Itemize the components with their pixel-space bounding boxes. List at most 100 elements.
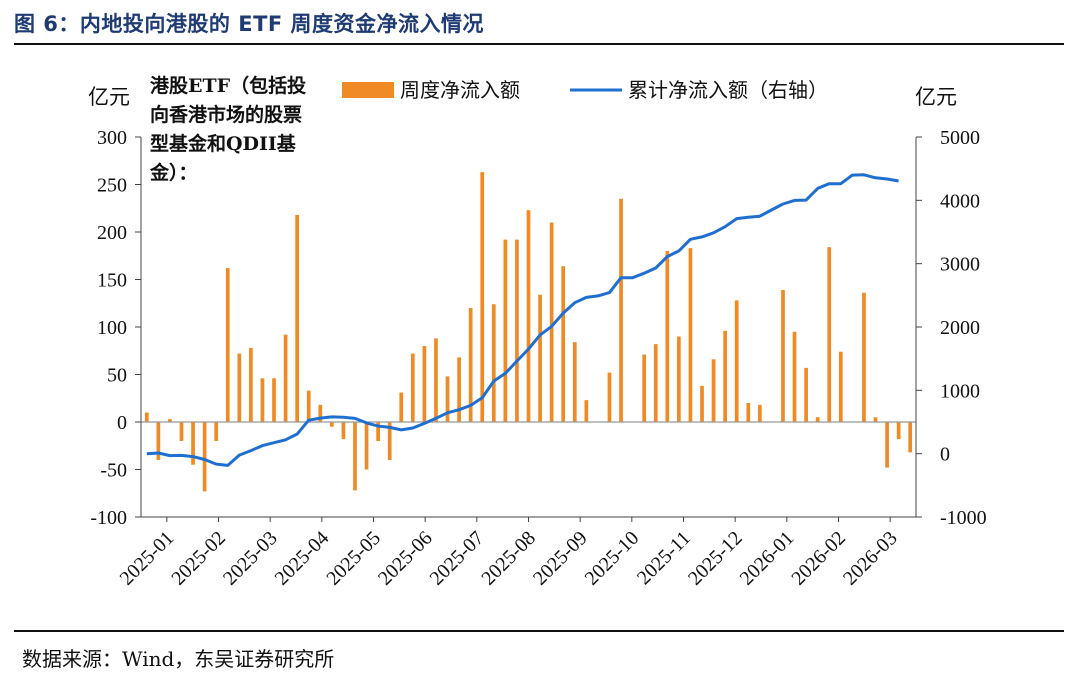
left-tick-label: 50 [107, 365, 127, 387]
right-tick-label: 2000 [940, 317, 980, 339]
weekly-inflow-bar [457, 357, 461, 422]
x-tick-label: 2025-04 [271, 527, 334, 590]
top-rule [14, 43, 1064, 45]
weekly-inflow-bar [422, 346, 427, 422]
weekly-inflow-bar [908, 422, 913, 453]
weekly-inflow-bar [526, 210, 531, 422]
legend-line-label: 累计净流入额（右轴） [628, 79, 828, 102]
x-tick-label: 2025-08 [477, 527, 540, 590]
weekly-inflow-bar [272, 378, 276, 422]
weekly-inflow-bar [885, 422, 889, 468]
legend: 周度净流入额 累计净流入额（右轴） [342, 79, 828, 102]
weekly-inflow-bar [757, 404, 762, 422]
chart-title: 图 6：内地投向港股的 ETF 周度资金净流入情况 [14, 12, 485, 36]
annotation-note: 港股ETF（包括投向香港市场的股票型基金和QDII基金）： [150, 75, 307, 184]
weekly-inflow-bar [746, 403, 751, 422]
x-tick-label: 2025-12 [684, 527, 747, 590]
x-tick-label: 2026-01 [736, 527, 799, 590]
weekly-inflow-bar [815, 417, 820, 422]
x-tick-label: 2026-03 [839, 527, 902, 590]
weekly-inflow-bar [549, 222, 554, 422]
weekly-inflow-bar [607, 372, 612, 422]
weekly-inflow-bar [619, 198, 623, 422]
weekly-inflow-bar [827, 247, 832, 422]
weekly-inflow-bar [491, 304, 496, 422]
weekly-inflow-bar [295, 214, 300, 422]
weekly-inflow-bar [434, 338, 438, 422]
x-tick-label: 2025-02 [167, 527, 230, 590]
bottom-rule [14, 630, 1064, 632]
weekly-inflow-bar [156, 422, 161, 460]
weekly-inflow-bar [804, 367, 808, 422]
weekly-inflow-bar [144, 412, 149, 422]
weekly-inflow-bar [168, 419, 172, 422]
x-tick-label: 2025-03 [219, 527, 282, 590]
weekly-inflow-bar [225, 268, 230, 422]
weekly-inflow-bar [249, 347, 253, 422]
weekly-inflow-bar [306, 390, 311, 422]
legend-bar-swatch [342, 82, 394, 98]
weekly-inflow-bar [515, 239, 519, 422]
right-tick-label: -1000 [940, 507, 987, 529]
weekly-inflow-bar [318, 404, 323, 422]
weekly-inflow-bar [862, 292, 866, 422]
weekly-inflow-bar [202, 422, 207, 492]
weekly-inflow-bar [468, 308, 473, 422]
weekly-inflow-bar [410, 353, 415, 422]
weekly-inflow-bar [688, 248, 693, 422]
legend-bar-label: 周度净流入额 [400, 79, 520, 102]
weekly-inflow-bar [387, 422, 392, 460]
weekly-inflow-bar [283, 334, 288, 422]
weekly-inflow-bar [561, 266, 566, 422]
left-tick-label: 200 [97, 222, 127, 244]
weekly-inflow-bar [237, 353, 242, 422]
x-tick-label: 2025-01 [116, 527, 179, 590]
weekly-inflow-bar [700, 385, 704, 422]
cumulative-inflow-line [146, 173, 899, 467]
weekly-inflow-bar [711, 359, 716, 422]
weekly-inflow-bar [723, 330, 727, 422]
weekly-inflow-bar [376, 422, 380, 441]
weekly-inflow-bar [734, 300, 739, 422]
weekly-inflow-bar [191, 422, 195, 465]
weekly-inflow-bar [399, 392, 404, 422]
weekly-inflow-bar [665, 251, 670, 422]
x-tick-label: 2025-07 [426, 527, 489, 590]
left-tick-label: 300 [97, 127, 127, 149]
left-tick-label: 100 [97, 317, 127, 339]
left-tick-label: 150 [97, 270, 127, 292]
right-tick-label: 1000 [940, 380, 980, 402]
weekly-inflow-bar [584, 400, 589, 422]
left-tick-label: -100 [90, 507, 127, 529]
right-tick-label: 4000 [940, 190, 980, 212]
weekly-inflow-bar [653, 344, 658, 422]
weekly-inflow-bar [214, 422, 219, 441]
weekly-inflow-bar [781, 289, 785, 422]
weekly-inflow-bar [873, 417, 878, 422]
right-tick-label: 5000 [940, 127, 980, 149]
right-axis-unit: 亿元 [915, 85, 957, 109]
right-tick-label: 3000 [940, 254, 980, 276]
weekly-inflow-bar [364, 422, 369, 470]
weekly-inflow-bar [677, 336, 681, 422]
weekly-inflow-bar [480, 172, 485, 422]
left-axis-unit: 亿元 [88, 85, 130, 109]
x-tick-label: 2026-02 [787, 527, 850, 590]
weekly-inflow-bar [330, 422, 334, 427]
weekly-inflow-bar [179, 422, 184, 441]
weekly-inflow-bar [896, 422, 901, 440]
x-tick-label: 2025-06 [374, 527, 437, 590]
weekly-inflow-bar [572, 342, 577, 422]
left-tick-label: 250 [97, 175, 127, 197]
weekly-inflow-bar [260, 378, 265, 422]
weekly-inflow-bar [792, 331, 797, 422]
left-tick-label: 0 [117, 412, 127, 434]
weekly-inflow-bar [838, 351, 843, 422]
source-note: 数据来源：Wind，东吴证券研究所 [22, 647, 335, 671]
weekly-inflow-bar [503, 239, 508, 422]
weekly-inflow-bar [642, 354, 647, 422]
right-tick-label: 0 [940, 444, 950, 466]
weekly-inflow-bar [353, 422, 357, 491]
x-tick-label: 2025-10 [581, 527, 644, 590]
weekly-inflow-bar [538, 294, 542, 422]
